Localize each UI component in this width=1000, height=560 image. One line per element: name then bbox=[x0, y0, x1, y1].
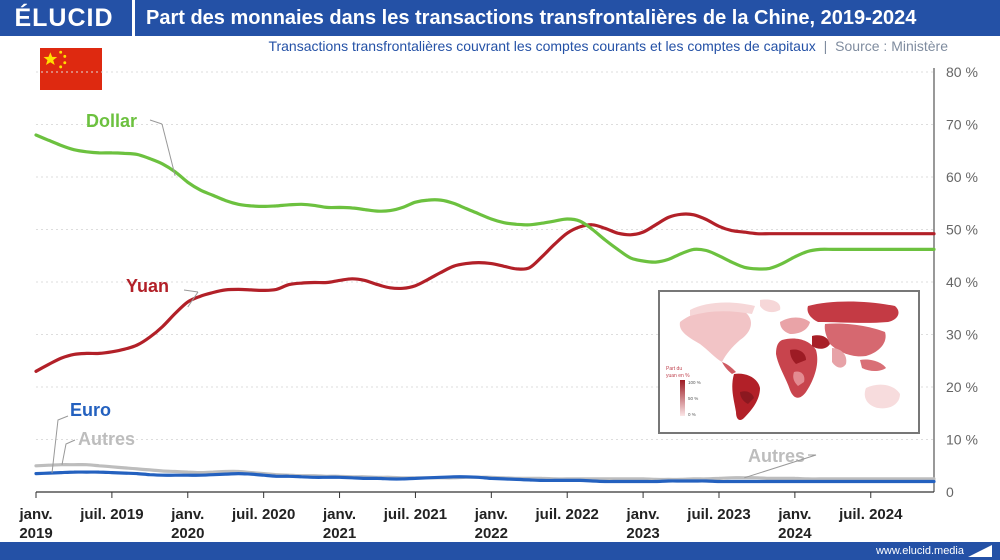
leader-dollar bbox=[149, 119, 163, 125]
y-axis-ticks: 0 10 % 20 % 30 % 40 % 50 % 60 % 70 % 80 % bbox=[933, 64, 978, 500]
x-tick-label: janv. bbox=[777, 506, 811, 523]
x-tick-label: janv. bbox=[474, 506, 508, 523]
y-tick-label: 10 % bbox=[946, 432, 978, 448]
label-yuan: Yuan bbox=[126, 276, 169, 296]
elucid-mark-icon bbox=[968, 545, 992, 557]
footer-bar: www.elucid.media bbox=[0, 542, 1000, 560]
x-tick-label-year: 2022 bbox=[475, 525, 508, 542]
subtitle-text: Transactions transfrontalières couvrant … bbox=[268, 38, 816, 54]
x-tick-label: juil. 2022 bbox=[535, 506, 599, 523]
x-tick-label: janv. bbox=[170, 506, 204, 523]
leader-autres-right bbox=[744, 454, 817, 479]
map-legend-title-1: Part du bbox=[666, 366, 682, 372]
map-legend-title-2: yuan en % bbox=[666, 373, 690, 379]
elucid-logo[interactable]: ÉLUCID bbox=[14, 4, 114, 32]
chart-subtitle: Transactions transfrontalières couvrant … bbox=[268, 38, 948, 54]
leader-yuan bbox=[183, 289, 199, 293]
world-map-image bbox=[679, 299, 900, 420]
y-tick-label: 40 % bbox=[946, 274, 978, 290]
label-autres-left: Autres bbox=[78, 429, 135, 449]
leader-yuan-2 bbox=[187, 291, 199, 308]
x-tick-label-year: 2021 bbox=[323, 525, 356, 542]
y-tick-label: 0 bbox=[946, 484, 954, 500]
x-axis: janv. 2019 juil. 2019 janv. 2020 juil. 2020 ja… bbox=[18, 491, 934, 542]
x-tick-label-year: 2023 bbox=[626, 525, 659, 542]
y-tick-label: 70 % bbox=[946, 117, 978, 133]
series-lines bbox=[34, 133, 936, 484]
leader-euro bbox=[51, 415, 69, 474]
x-tick-label: juil. 2023 bbox=[686, 506, 750, 523]
series-line-yuan bbox=[34, 212, 936, 373]
x-tick-label: juil. 2020 bbox=[231, 506, 295, 523]
label-dollar: Dollar bbox=[86, 111, 137, 131]
leader-dollar-2 bbox=[161, 123, 176, 176]
y-tick-label: 30 % bbox=[946, 327, 978, 343]
header-divider bbox=[132, 0, 135, 36]
x-tick-label: janv. bbox=[322, 506, 356, 523]
subtitle-separator: | bbox=[823, 38, 828, 54]
x-tick-label: juil. 2021 bbox=[383, 506, 447, 523]
y-tick-label: 50 % bbox=[946, 222, 978, 238]
map-legend-tick-50: 50 % bbox=[688, 396, 698, 401]
series-line-euro bbox=[34, 470, 936, 484]
x-tick-label: janv. bbox=[18, 506, 52, 523]
label-autres-right: Autres bbox=[748, 446, 805, 466]
map-legend-tick-100: 100 % bbox=[688, 380, 701, 385]
y-tick-label: 60 % bbox=[946, 169, 978, 185]
x-tick-label: juil. 2019 bbox=[79, 506, 143, 523]
source-text: Source : Ministère bbox=[835, 38, 948, 54]
x-tick-label: janv. bbox=[626, 506, 660, 523]
map-legend-tick-0: 0 % bbox=[688, 412, 696, 417]
x-tick-label-year: 2024 bbox=[778, 525, 812, 542]
world-map-inset: Part du yuan en % 100 % 50 % 0 % bbox=[658, 290, 920, 434]
x-tick-label-year: 2020 bbox=[171, 525, 204, 542]
leader-autres-left bbox=[61, 439, 76, 465]
series-line-dollar bbox=[34, 133, 936, 271]
chart-title: Part des monnaies dans les transactions … bbox=[146, 7, 917, 29]
footer-url[interactable]: www.elucid.media bbox=[875, 545, 964, 557]
china-flag-icon bbox=[40, 48, 102, 90]
y-tick-label: 80 % bbox=[946, 64, 978, 80]
annotations: Dollar Yuan Euro Autres Autres bbox=[51, 111, 817, 479]
x-tick-label-year: 2019 bbox=[19, 525, 52, 542]
map-legend: Part du yuan en % 100 % 50 % 0 % bbox=[666, 366, 701, 417]
header-bar: ÉLUCID Part des monnaies dans les transa… bbox=[0, 0, 1000, 36]
y-tick-label: 20 % bbox=[946, 379, 978, 395]
map-legend-gradient bbox=[680, 380, 685, 416]
label-euro: Euro bbox=[70, 400, 111, 420]
x-tick-label: juil. 2024 bbox=[838, 506, 903, 523]
